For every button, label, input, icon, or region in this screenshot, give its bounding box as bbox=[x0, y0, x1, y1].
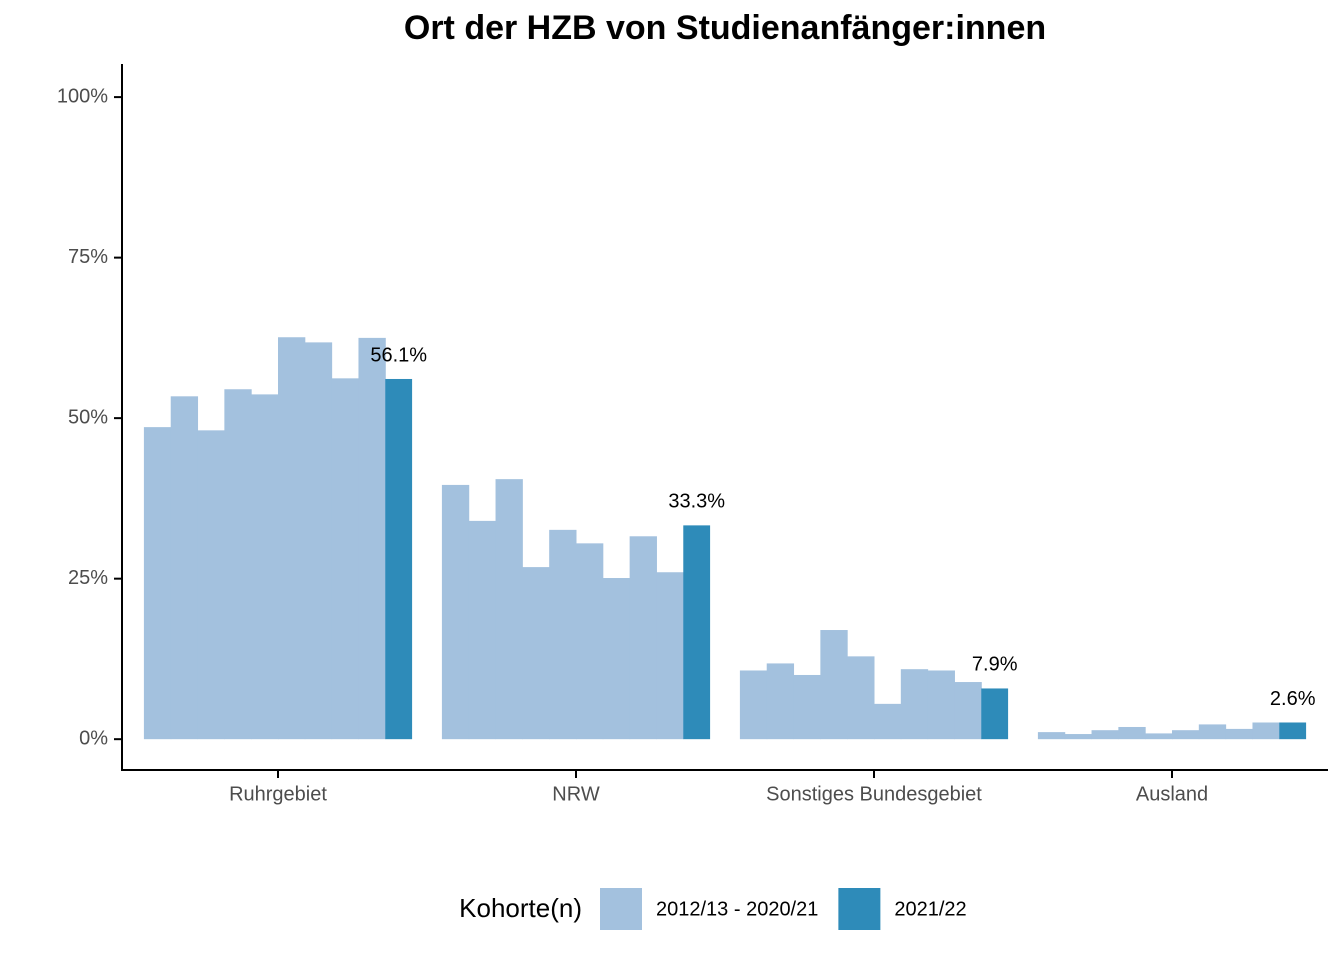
value-label: 7.9% bbox=[972, 654, 1018, 676]
bar bbox=[1225, 728, 1253, 740]
value-label: 56.1% bbox=[370, 344, 427, 366]
bar bbox=[576, 543, 604, 740]
y-tick-label: 50% bbox=[68, 406, 108, 428]
bar bbox=[468, 520, 497, 740]
bar bbox=[441, 484, 470, 740]
bar bbox=[793, 674, 821, 740]
bar bbox=[1118, 726, 1146, 740]
bar bbox=[739, 670, 768, 740]
bar bbox=[143, 427, 172, 740]
bar bbox=[358, 337, 386, 740]
value-label: 2.6% bbox=[1270, 688, 1316, 710]
y-tick-label: 100% bbox=[57, 85, 108, 107]
bar bbox=[522, 567, 550, 740]
bar bbox=[1172, 730, 1200, 740]
y-tick-label: 0% bbox=[79, 727, 108, 749]
bar bbox=[1279, 722, 1307, 740]
legend-title: Kohorte(n) bbox=[459, 893, 582, 923]
bar bbox=[656, 572, 684, 740]
bar bbox=[927, 670, 955, 740]
bar bbox=[981, 688, 1009, 740]
bar bbox=[1252, 722, 1280, 740]
legend-label: 2021/22 bbox=[894, 898, 966, 920]
x-tick-label: Sonstiges Bundesgebiet bbox=[766, 783, 982, 805]
bar bbox=[874, 703, 902, 740]
x-tick-label: Ausland bbox=[1136, 783, 1208, 805]
bar bbox=[683, 525, 711, 740]
bar bbox=[847, 656, 875, 740]
bar bbox=[954, 682, 982, 740]
bar bbox=[1145, 733, 1173, 740]
y-tick-label: 75% bbox=[68, 246, 108, 268]
bar bbox=[251, 394, 279, 740]
bar bbox=[766, 663, 795, 740]
legend-swatch bbox=[600, 888, 642, 930]
bar bbox=[900, 669, 929, 740]
bar bbox=[1091, 730, 1119, 740]
bar bbox=[629, 536, 657, 740]
bar bbox=[304, 342, 333, 740]
chart-title: Ort der HZB von Studienanfänger:innen bbox=[404, 9, 1046, 47]
bar bbox=[495, 479, 523, 740]
bar bbox=[820, 630, 848, 740]
bar bbox=[1037, 732, 1066, 740]
x-tick-label: Ruhrgebiet bbox=[229, 783, 327, 805]
x-tick-label: NRW bbox=[552, 783, 600, 805]
bar bbox=[385, 378, 413, 740]
value-label: 33.3% bbox=[668, 491, 725, 513]
bar bbox=[224, 389, 252, 740]
bar bbox=[170, 396, 199, 740]
bar bbox=[602, 578, 631, 740]
bar bbox=[197, 430, 225, 740]
legend-label: 2012/13 - 2020/21 bbox=[656, 898, 818, 920]
bar bbox=[549, 529, 577, 740]
legend-swatch bbox=[838, 888, 881, 930]
bar bbox=[278, 337, 306, 740]
bar bbox=[1198, 724, 1227, 740]
bar bbox=[1064, 734, 1093, 740]
bar bbox=[331, 378, 359, 740]
y-tick-label: 25% bbox=[68, 567, 108, 589]
